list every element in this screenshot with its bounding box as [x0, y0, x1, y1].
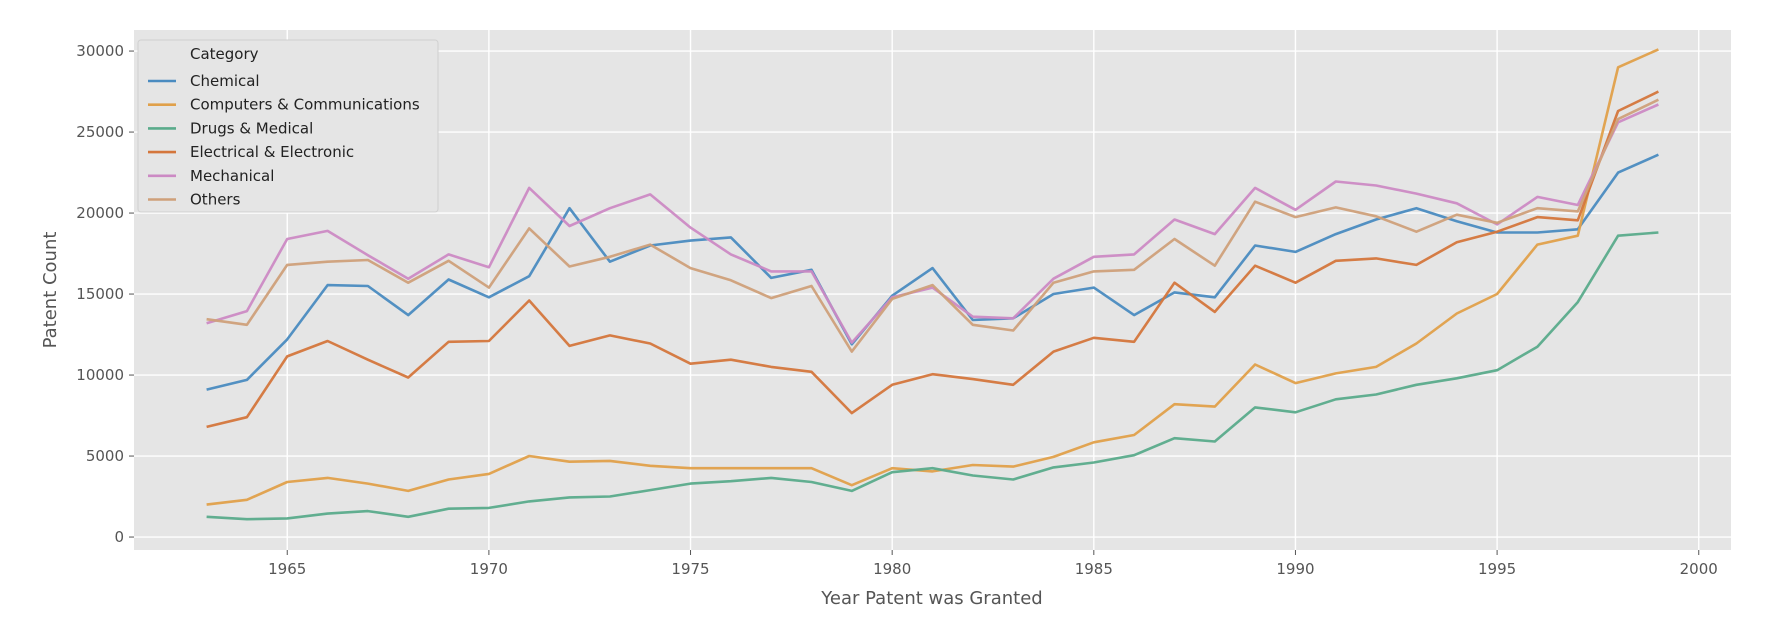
x-tick-label: 1970: [470, 560, 508, 578]
y-tick-label: 30000: [76, 42, 124, 60]
x-axis: 1965 1970 1975 1980 1985 1990 1995 2000: [268, 550, 1718, 578]
legend-entry: Mechanical: [190, 167, 274, 185]
legend-entry: Drugs & Medical: [190, 119, 313, 137]
y-tick-label: 0: [114, 528, 124, 546]
legend-entry: Computers & Communications: [190, 96, 420, 114]
legend-title: Category: [190, 45, 259, 63]
legend-entry: Others: [190, 191, 241, 209]
x-tick-label: 2000: [1680, 560, 1718, 578]
y-tick-label: 10000: [76, 366, 124, 384]
x-tick-label: 1985: [1075, 560, 1113, 578]
y-tick-label: 5000: [86, 447, 124, 465]
x-tick-label: 1965: [268, 560, 306, 578]
x-tick-label: 1990: [1276, 560, 1314, 578]
legend: Category Chemical Computers & Communicati…: [138, 40, 438, 212]
y-axis: 0 5000 10000 15000 20000 25000 30000: [76, 42, 134, 546]
y-tick-label: 15000: [76, 285, 124, 303]
x-tick-label: 1975: [671, 560, 709, 578]
y-tick-label: 25000: [76, 123, 124, 141]
y-tick-label: 20000: [76, 204, 124, 222]
y-axis-label: Patent Count: [40, 232, 61, 349]
x-tick-label: 1980: [873, 560, 911, 578]
x-tick-label: 1995: [1478, 560, 1516, 578]
legend-entry: Electrical & Electronic: [190, 143, 354, 161]
x-axis-label: Year Patent was Granted: [820, 588, 1042, 609]
legend-entry: Chemical: [190, 72, 260, 90]
